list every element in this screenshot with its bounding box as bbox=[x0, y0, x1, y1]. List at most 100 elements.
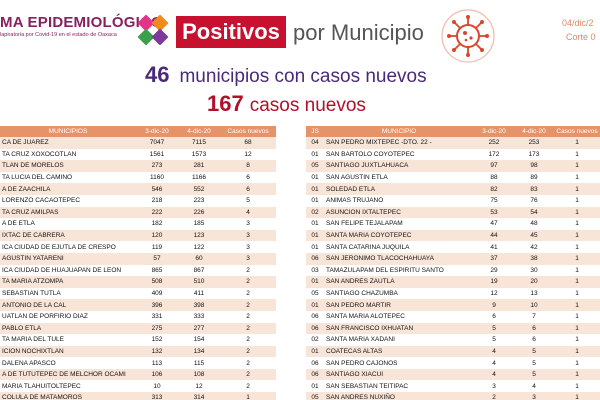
date2-cell: 76 bbox=[514, 194, 554, 207]
casos-nuevos-cell: 1 bbox=[554, 380, 600, 393]
report-date: 04/dic/2 bbox=[562, 18, 594, 28]
table-row: ICION NOCHIXTLAN 132 134 2 bbox=[0, 345, 276, 358]
date1-cell: 273 bbox=[136, 160, 178, 172]
municipio-cell: CA DE JUAREZ bbox=[0, 137, 136, 149]
table-row: 01 SAN AGUSTIN ETLA 88 89 1 bbox=[306, 171, 600, 184]
date2-cell: 122 bbox=[178, 241, 220, 253]
date1-cell: 9 bbox=[474, 299, 514, 311]
date1-cell: 47 bbox=[474, 218, 514, 230]
casos-nuevos-cell: 1 bbox=[554, 322, 600, 335]
date1-cell: 132 bbox=[136, 345, 178, 358]
table-row: TA LUCIA DEL CAMINO 1160 1166 6 bbox=[0, 171, 276, 184]
table-row: 01 SANTA MARIA COYOTEPEC 44 45 1 bbox=[306, 229, 600, 242]
date2-cell: 48 bbox=[514, 218, 554, 230]
table-row: MARIA TLAHUITOLTEPEC 10 12 2 bbox=[0, 380, 276, 393]
por-municipio-title: por Municipio bbox=[293, 20, 424, 45]
date1-cell: 5 bbox=[474, 334, 514, 346]
date1-cell: 75 bbox=[474, 194, 514, 207]
municipio-cell: TAMAZULAPAM DEL ESPIRITU SANTO bbox=[324, 264, 474, 277]
date1-cell: 182 bbox=[136, 218, 178, 230]
date2-cell: 38 bbox=[514, 252, 554, 265]
table-row: TLAN DE MORELOS 273 281 8 bbox=[0, 160, 276, 172]
date2-cell: 226 bbox=[178, 206, 220, 219]
date1-cell: 7047 bbox=[136, 137, 178, 149]
date1-cell: 508 bbox=[136, 276, 178, 288]
date1-cell: 41 bbox=[474, 241, 514, 253]
date2-cell: 1573 bbox=[178, 148, 220, 161]
date2-cell: 253 bbox=[514, 137, 554, 149]
table-row: 05 SANTIAGO JUXTLAHUACA 97 98 1 bbox=[306, 160, 600, 172]
date1-cell: 313 bbox=[136, 392, 178, 400]
casos-nuevos-cell: 1 bbox=[554, 287, 600, 300]
casos-nuevos-cell: 3 bbox=[220, 229, 276, 242]
table-row: LORENZO CACAOTEPEC 218 223 5 bbox=[0, 194, 276, 207]
casos-nuevos-cell: 8 bbox=[220, 160, 276, 172]
casos-nuevos-cell: 12 bbox=[220, 148, 276, 161]
date1-cell: 19 bbox=[474, 276, 514, 288]
date2-cell: 89 bbox=[514, 171, 554, 184]
municipio-cell: SAN ANDRES ZAUTLA bbox=[324, 276, 474, 288]
table-row: 03 TAMAZULAPAM DEL ESPIRITU SANTO 29 30 1 bbox=[306, 264, 600, 277]
table-row: 01 SAN SEBASTIAN TEITIPAC 3 4 1 bbox=[306, 380, 600, 393]
municipio-cell: TA MARIA ATZOMPA bbox=[0, 276, 136, 288]
municipio-cell: DALENA APASCO bbox=[0, 357, 136, 369]
casos-nuevos-cell: 1 bbox=[554, 241, 600, 253]
casos-text: casos nuevos bbox=[249, 95, 366, 116]
casos-nuevos-cell: 1 bbox=[554, 148, 600, 161]
date1-cell: 37 bbox=[474, 252, 514, 265]
puzzle-logo-icon bbox=[138, 15, 168, 45]
municipio-cell: A DE ETLA bbox=[0, 218, 136, 230]
table-row: A DE TUTUTEPEC DE MELCHOR OCAMI 106 108 2 bbox=[0, 368, 276, 381]
casos-nuevos-cell: 6 bbox=[220, 183, 276, 195]
date1-cell: 172 bbox=[474, 148, 514, 161]
date2-cell: 108 bbox=[178, 368, 220, 381]
municipios-summary: 46 municipios con casos nuevos bbox=[145, 62, 427, 88]
municipio-cell: UATLAN DE PORFIRIO DIAZ bbox=[0, 310, 136, 323]
municipio-cell: SANTA MARIA XADANI bbox=[324, 334, 474, 346]
date1-cell: 120 bbox=[136, 229, 178, 242]
date2-cell: 98 bbox=[514, 160, 554, 172]
table-row: 06 SANTA MARIA ALOTEPEC 6 7 1 bbox=[306, 310, 600, 323]
table-row: CA DE JUAREZ 7047 7115 68 bbox=[0, 137, 276, 149]
table-row: IXTAC DE CABRERA 120 123 3 bbox=[0, 229, 276, 242]
date2-cell: 281 bbox=[178, 160, 220, 172]
date1-cell: 546 bbox=[136, 183, 178, 195]
municipio-cell: TA CRUZ AMILPAS bbox=[0, 206, 136, 219]
municipio-cell: SAN JERONIMO TLACOCHAHUAYA bbox=[324, 252, 474, 265]
table-header-row: JS MUNICIPIO 3-dic-20 4-dic-20 Casos nue… bbox=[306, 126, 600, 137]
municipio-cell: TA MARIA DEL TULE bbox=[0, 334, 136, 346]
table-row: A DE ETLA 182 185 3 bbox=[0, 218, 276, 230]
table-row: 01 SAN FELIPE TEJALAPAM 47 48 1 bbox=[306, 218, 600, 230]
date1-cell: 252 bbox=[474, 137, 514, 149]
js-cell: 04 bbox=[306, 137, 324, 149]
table-row: SEBASTIAN TUTLA 409 411 2 bbox=[0, 287, 276, 300]
js-cell: 01 bbox=[306, 194, 324, 207]
right-municipios-table: JS MUNICIPIO 3-dic-20 4-dic-20 Casos nue… bbox=[306, 126, 600, 400]
table-row: 06 SANTIAGO XIACUI 4 5 1 bbox=[306, 368, 600, 381]
date2-cell: 10 bbox=[514, 299, 554, 311]
date1-cell: 119 bbox=[136, 241, 178, 253]
date2-cell: 60 bbox=[178, 252, 220, 265]
js-cell: 05 bbox=[306, 160, 324, 172]
date2-cell: 6 bbox=[514, 322, 554, 335]
municipio-cell: SANTIAGO XIACUI bbox=[324, 368, 474, 381]
table-row: 06 SAN PEDRO CAJONOS 4 5 1 bbox=[306, 357, 600, 369]
casos-nuevos-cell: 1 bbox=[554, 171, 600, 184]
municipio-cell: SANTIAGO JUXTLAHUACA bbox=[324, 160, 474, 172]
date1-cell: 331 bbox=[136, 310, 178, 323]
casos-nuevos-cell: 4 bbox=[220, 206, 276, 219]
casos-nuevos-cell: 1 bbox=[554, 194, 600, 207]
date2-cell: 83 bbox=[514, 183, 554, 195]
date2-cell: 7115 bbox=[178, 137, 220, 149]
casos-nuevos-cell: 2 bbox=[220, 368, 276, 381]
casos-nuevos-cell: 1 bbox=[554, 229, 600, 242]
table-row: 01 COATECAS ALTAS 4 5 1 bbox=[306, 345, 600, 358]
municipio-cell: SANTA MARIA ALOTEPEC bbox=[324, 310, 474, 323]
virus-icon bbox=[441, 9, 495, 63]
date1-cell: 409 bbox=[136, 287, 178, 300]
municipio-cell: SAN AGUSTIN ETLA bbox=[324, 171, 474, 184]
casos-nuevos-cell: 1 bbox=[554, 137, 600, 149]
date2-cell: 134 bbox=[178, 345, 220, 358]
date2-cell: 411 bbox=[178, 287, 220, 300]
date1-cell: 53 bbox=[474, 206, 514, 219]
